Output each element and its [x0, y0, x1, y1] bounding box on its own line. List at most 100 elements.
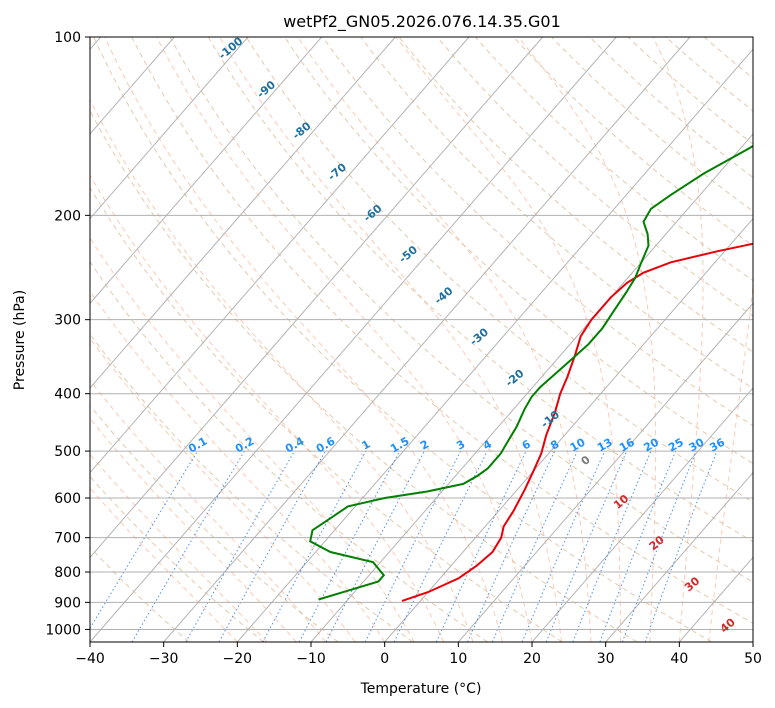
- x-tick-label: −40: [75, 651, 105, 667]
- isotherm-label: 40: [718, 615, 738, 635]
- series-line: [401, 242, 753, 602]
- moist-adiabat: [90, 487, 238, 642]
- moist-adiabat: [90, 290, 386, 642]
- isotherm: [236, 48, 753, 642]
- moist-adiabat: [395, 37, 621, 642]
- mixing-ratio-line: [435, 450, 527, 642]
- mixing-ratio-label: 6: [520, 437, 533, 452]
- y-axis-ticks: 100 200 300 400 500 600 700 800 900 1000: [45, 30, 90, 638]
- mixing-ratio-line: [621, 450, 697, 642]
- x-tick-label: 20: [523, 651, 541, 667]
- mixing-ratio-label: 2: [418, 438, 431, 453]
- y-axis-label: Pressure (hPa): [12, 290, 28, 390]
- isotherm-label: -50: [396, 243, 420, 266]
- isotherm: [90, 37, 396, 389]
- mixing-ratio-line: [298, 450, 401, 642]
- moist-adiabat: [652, 37, 704, 642]
- isotherm: [90, 37, 323, 305]
- mixing-ratio-label: 4: [481, 437, 494, 452]
- y-tick-label: 800: [54, 565, 81, 581]
- isotherm: [531, 387, 753, 642]
- y-tick-label: 600: [54, 491, 81, 507]
- mixing-ratio-label: 1: [360, 438, 373, 453]
- mixing-ratio-label: 36: [707, 435, 727, 454]
- mixing-ratio-label: 13: [595, 436, 615, 455]
- mixing-ratio-label: 0.1: [186, 435, 209, 456]
- isotherm: [752, 641, 753, 642]
- moist-adiabat: [90, 98, 474, 642]
- dry-adiabat: [474, 37, 753, 282]
- dry-adiabat: [322, 37, 753, 427]
- y-tick-label: 400: [54, 387, 81, 403]
- x-tick-label: 10: [449, 651, 467, 667]
- moist-adiabat: [219, 37, 562, 642]
- x-axis-label: Temperature (°C): [360, 681, 482, 697]
- y-tick-label: 1000: [45, 622, 81, 638]
- dry-adiabat: [360, 37, 753, 390]
- x-tick-label: −30: [149, 651, 179, 667]
- x-tick-label: 30: [597, 651, 615, 667]
- dry-adiabat: [169, 37, 753, 583]
- isotherm: [163, 37, 691, 642]
- x-tick-label: −20: [223, 651, 253, 667]
- isotherm-label: 20: [647, 533, 667, 553]
- mixing-ratio-line: [572, 450, 652, 642]
- line-labels: 0.1 0.2 0.4 0.6 1 1.5 2 3 4 6 8 10 13 16 20 25 30 36-100-…: [186, 34, 738, 635]
- mixing-ratio-line: [262, 450, 367, 642]
- moist-adiabat: [155, 37, 533, 642]
- isotherm-label: -30: [467, 325, 491, 348]
- mixing-ratio-label: 25: [666, 436, 686, 455]
- y-tick-label: 100: [54, 30, 81, 46]
- mixing-ratio-label: 0.4: [283, 434, 307, 455]
- dry-adiabat: [665, 37, 753, 112]
- mixing-ratio-label: 3: [454, 438, 467, 453]
- mixing-ratio-line: [599, 450, 677, 642]
- mixing-ratio-line: [218, 450, 326, 642]
- dry-adiabat: [90, 109, 638, 642]
- isotherm-label: -60: [361, 202, 385, 225]
- mixing-ratio-label: 10: [568, 435, 588, 454]
- mixing-ratio-label: 16: [617, 435, 637, 454]
- dry-adiabat: [93, 37, 712, 642]
- y-tick-label: 300: [54, 313, 81, 329]
- mixing-ratio-label: 0.6: [314, 434, 338, 455]
- x-axis-ticks: −40 −30 −20 −10 0 10 20 30 40 50: [75, 642, 762, 667]
- dry-adiabat: [398, 37, 753, 353]
- dry-adiabat: [90, 333, 414, 642]
- moist-adiabat: [90, 379, 327, 642]
- mixing-ratio-line: [644, 450, 718, 642]
- moist-adiabat: [90, 417, 297, 642]
- dry-adiabat: [245, 37, 753, 503]
- dry-adiabat: [513, 37, 753, 247]
- mixing-ratio-label: 30: [687, 435, 707, 454]
- moist-adiabat: [518, 37, 657, 642]
- moist-adiabat: [708, 282, 753, 642]
- dry-adiabat: [627, 37, 753, 145]
- isotherm: [605, 471, 753, 642]
- y-tick-label: 900: [54, 595, 81, 611]
- isotherm-label: -100: [216, 34, 246, 62]
- isotherm: [678, 556, 753, 642]
- y-tick-label: 700: [54, 531, 81, 547]
- isotherm: [90, 37, 249, 220]
- isotherm-label: -90: [254, 78, 278, 101]
- x-tick-label: −10: [296, 651, 326, 667]
- moist-adiabat: [297, 37, 592, 642]
- isotherm: [90, 37, 544, 559]
- mixing-ratio-line: [393, 450, 488, 642]
- isotherm-label: -20: [503, 367, 527, 390]
- y-tick-label: 200: [54, 208, 81, 224]
- background-lines: [90, 37, 753, 642]
- dry-adiabat: [589, 37, 753, 179]
- mixing-ratio-line: [364, 450, 462, 642]
- dry-adiabat: [90, 186, 563, 642]
- moist-adiabat: [90, 174, 445, 642]
- x-tick-label: 0: [380, 651, 389, 667]
- isotherm: [90, 37, 617, 642]
- isotherm: [384, 217, 753, 642]
- isotherm: [310, 133, 753, 642]
- y-tick-label: 500: [54, 444, 81, 460]
- mixing-ratio-label: 8: [548, 438, 561, 453]
- plot-frame: [89, 36, 754, 643]
